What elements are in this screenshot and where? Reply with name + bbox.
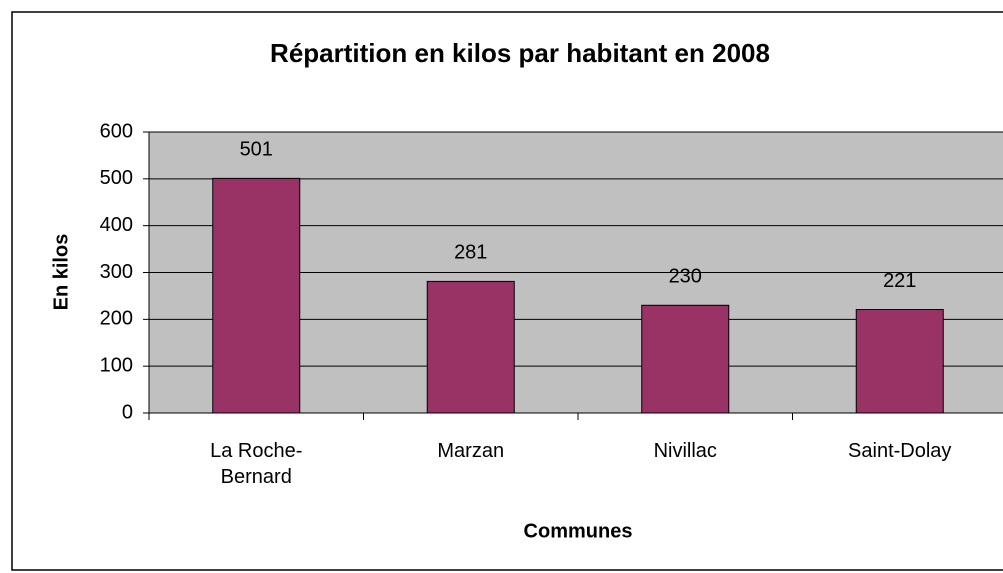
x-tick-label: Nivillac: [653, 440, 717, 462]
y-tick-label: 600: [100, 120, 133, 142]
bar: [212, 177, 301, 414]
y-tick-label: 0: [122, 401, 133, 423]
chart-title: Répartition en kilos par habitant en 200…: [270, 38, 770, 68]
data-label: 281: [454, 242, 487, 264]
y-tick-label: 400: [100, 214, 133, 236]
bar: [855, 308, 944, 414]
y-axis-title: En kilos: [50, 234, 72, 311]
y-tick-label: 200: [100, 308, 133, 330]
data-label: 230: [669, 266, 702, 288]
bar: [426, 280, 515, 414]
x-tick-label: Saint-Dolay: [848, 440, 952, 462]
y-tick-label: 500: [100, 167, 133, 189]
x-axis-title: Communes: [524, 520, 633, 542]
x-tick-label: La Roche-Bernard: [210, 440, 303, 488]
x-tick-label: Marzan: [437, 440, 505, 462]
y-tick-label: 300: [100, 261, 133, 283]
data-label: 501: [240, 139, 273, 161]
bar: [641, 304, 730, 414]
data-label: 221: [883, 270, 916, 292]
y-tick-label: 100: [100, 354, 133, 376]
